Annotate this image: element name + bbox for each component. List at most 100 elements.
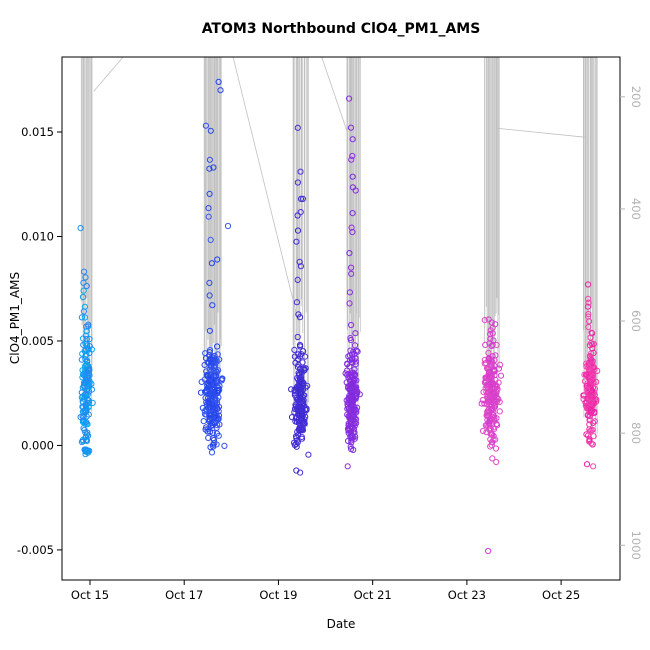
- data-point: [491, 367, 498, 374]
- data-point: [349, 370, 356, 377]
- data-point: [297, 263, 304, 270]
- data-point: [78, 314, 86, 321]
- data-point: [215, 367, 222, 374]
- data-point: [215, 403, 223, 410]
- data-point: [346, 250, 353, 257]
- data-point: [206, 190, 213, 197]
- data-point: [482, 341, 489, 348]
- data-point: [588, 391, 596, 398]
- y-tick-label: 0.005: [21, 334, 54, 348]
- data-point: [349, 397, 356, 404]
- data-point: [487, 443, 494, 450]
- data-point: [85, 449, 92, 456]
- data-point: [81, 407, 88, 414]
- data-point: [207, 412, 214, 419]
- data-point: [201, 361, 208, 368]
- data-point: [206, 292, 213, 299]
- data-point: [208, 393, 215, 400]
- data-point: [202, 122, 209, 129]
- data-point: [224, 222, 232, 230]
- data-point: [206, 156, 213, 163]
- data-point: [210, 420, 217, 427]
- data-point: [82, 346, 90, 353]
- right-tick-label: 200: [629, 86, 643, 108]
- x-axis-label: Date: [326, 617, 356, 631]
- data-point: [294, 212, 301, 219]
- data-point: [478, 400, 485, 407]
- data-point: [348, 420, 355, 427]
- data-point: [347, 124, 355, 131]
- data-point: [351, 342, 359, 349]
- data-point: [587, 379, 594, 386]
- data-point: [214, 256, 221, 263]
- data-point: [352, 187, 359, 194]
- data-point: [294, 179, 301, 186]
- data-point: [297, 386, 304, 393]
- data-point: [344, 425, 352, 432]
- data-point: [83, 328, 90, 335]
- data-point: [205, 434, 212, 441]
- data-point: [214, 397, 221, 404]
- data-point: [206, 374, 213, 381]
- data-point: [350, 377, 357, 384]
- data-point: [481, 400, 488, 407]
- data-point: [346, 95, 353, 102]
- data-point: [490, 414, 497, 421]
- data-point: [481, 317, 488, 324]
- data-point: [497, 372, 505, 379]
- data-point: [488, 380, 495, 387]
- data-point: [83, 282, 90, 290]
- data-point: [214, 351, 221, 358]
- data-point: [583, 431, 590, 438]
- data-point: [86, 367, 93, 374]
- data-point: [486, 392, 493, 399]
- data-point: [85, 432, 92, 439]
- data-point: [82, 332, 90, 339]
- data-point: [81, 394, 88, 401]
- data-point: [207, 127, 214, 134]
- data-point: [493, 420, 500, 427]
- data-point: [288, 414, 296, 421]
- data-point: [585, 313, 592, 320]
- data-point: [209, 302, 216, 309]
- data-point: [293, 299, 300, 306]
- data-point: [348, 270, 355, 277]
- data-point: [352, 330, 359, 337]
- data-point: [586, 353, 594, 360]
- x-tick-label: Oct 19: [259, 588, 297, 602]
- data-point: [215, 78, 222, 86]
- data-point: [213, 430, 220, 437]
- data-point: [217, 87, 224, 94]
- data-point: [298, 415, 305, 422]
- data-point: [215, 388, 222, 395]
- data-point: [83, 323, 90, 330]
- data-point: [585, 311, 592, 318]
- data-point: [297, 353, 304, 360]
- data-point: [349, 359, 356, 366]
- data-point: [298, 369, 305, 376]
- data-point: [81, 380, 89, 387]
- data-point: [208, 359, 215, 366]
- data-point: [207, 428, 214, 435]
- data-point: [200, 418, 207, 425]
- data-point: [86, 335, 93, 343]
- data-point: [497, 361, 504, 368]
- data-point: [299, 359, 306, 366]
- data-point: [492, 445, 500, 452]
- data-point: [210, 367, 217, 374]
- data-point: [210, 164, 217, 171]
- data-point: [346, 363, 353, 370]
- data-point: [346, 404, 353, 411]
- data-point: [298, 403, 305, 410]
- right-tick-label: 800: [629, 422, 643, 444]
- data-point: [205, 398, 212, 405]
- data-point: [348, 264, 355, 271]
- data-point: [212, 373, 219, 380]
- data-point: [302, 406, 309, 413]
- data-point: [345, 370, 352, 377]
- data-point: [80, 341, 87, 348]
- data-point: [206, 352, 213, 359]
- right-tick-label: 1000: [629, 531, 643, 560]
